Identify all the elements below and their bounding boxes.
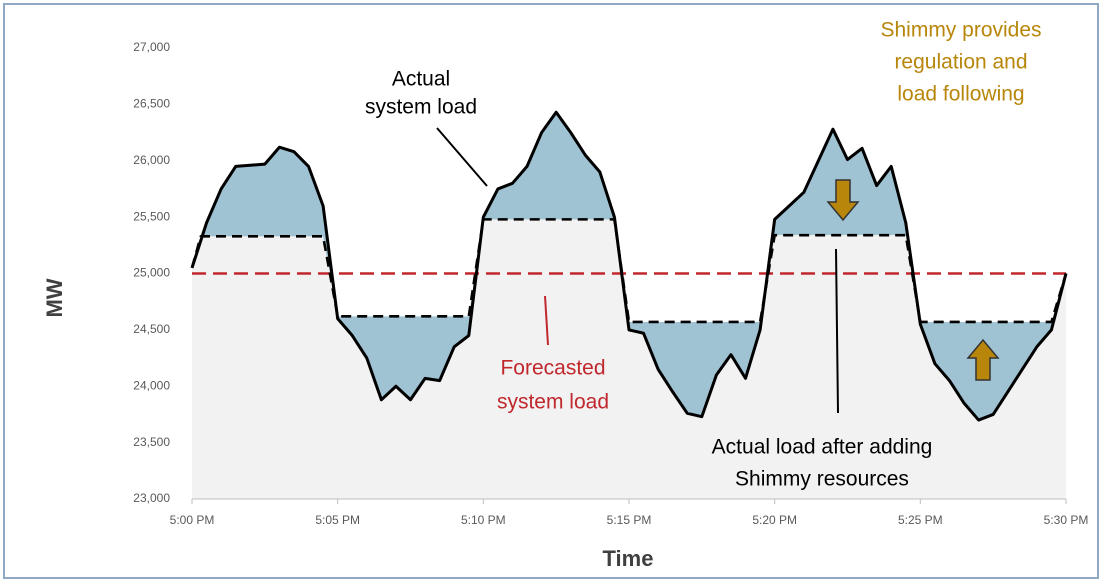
x-tick-label: 5:05 PM <box>315 513 360 527</box>
series-line <box>190 110 1068 422</box>
x-axis-label: Time <box>603 546 654 571</box>
annotation: Shimmy provides <box>880 19 1041 42</box>
x-tick-label: 5:30 PM <box>1044 513 1089 527</box>
annotation: Actual load after adding <box>712 436 933 459</box>
y-tick-label: 23,000 <box>133 491 170 505</box>
annotation: Shimmy resources <box>735 468 909 491</box>
annotation: Actual <box>392 68 450 91</box>
y-tick-label: 25,000 <box>133 266 170 280</box>
pointer <box>544 295 549 346</box>
y-tick-label: 26,500 <box>133 97 170 111</box>
annotation: load following <box>897 83 1024 106</box>
x-tick-label: 5:00 PM <box>170 513 215 527</box>
annotations: Actual system load Forecasted system loa… <box>365 19 1042 491</box>
annotation: system load <box>497 391 609 414</box>
shade-gray <box>192 219 1066 499</box>
x-tick-label: 5:15 PM <box>607 513 652 527</box>
y-tick-label: 27,000 <box>133 40 170 54</box>
pointer <box>436 127 488 187</box>
y-tick-label: 24,500 <box>133 322 170 336</box>
y-axis-label: MW <box>42 278 67 317</box>
y-tick-label: 25,500 <box>133 209 170 223</box>
x-tick-label: 5:10 PM <box>461 513 506 527</box>
y-tick-label: 23,500 <box>133 435 170 449</box>
annotation: Forecasted <box>500 357 605 380</box>
up-arrow <box>966 338 1000 381</box>
y-tick-label: 24,000 <box>133 378 170 392</box>
x-tick-label: 5:20 PM <box>752 513 797 527</box>
annotation: regulation and <box>894 51 1027 74</box>
annotation: system load <box>365 96 477 119</box>
x-tick-label: 5:25 PM <box>898 513 943 527</box>
down-arrow <box>826 179 860 222</box>
pointer <box>835 248 839 414</box>
y-tick-label: 26,000 <box>133 153 170 167</box>
